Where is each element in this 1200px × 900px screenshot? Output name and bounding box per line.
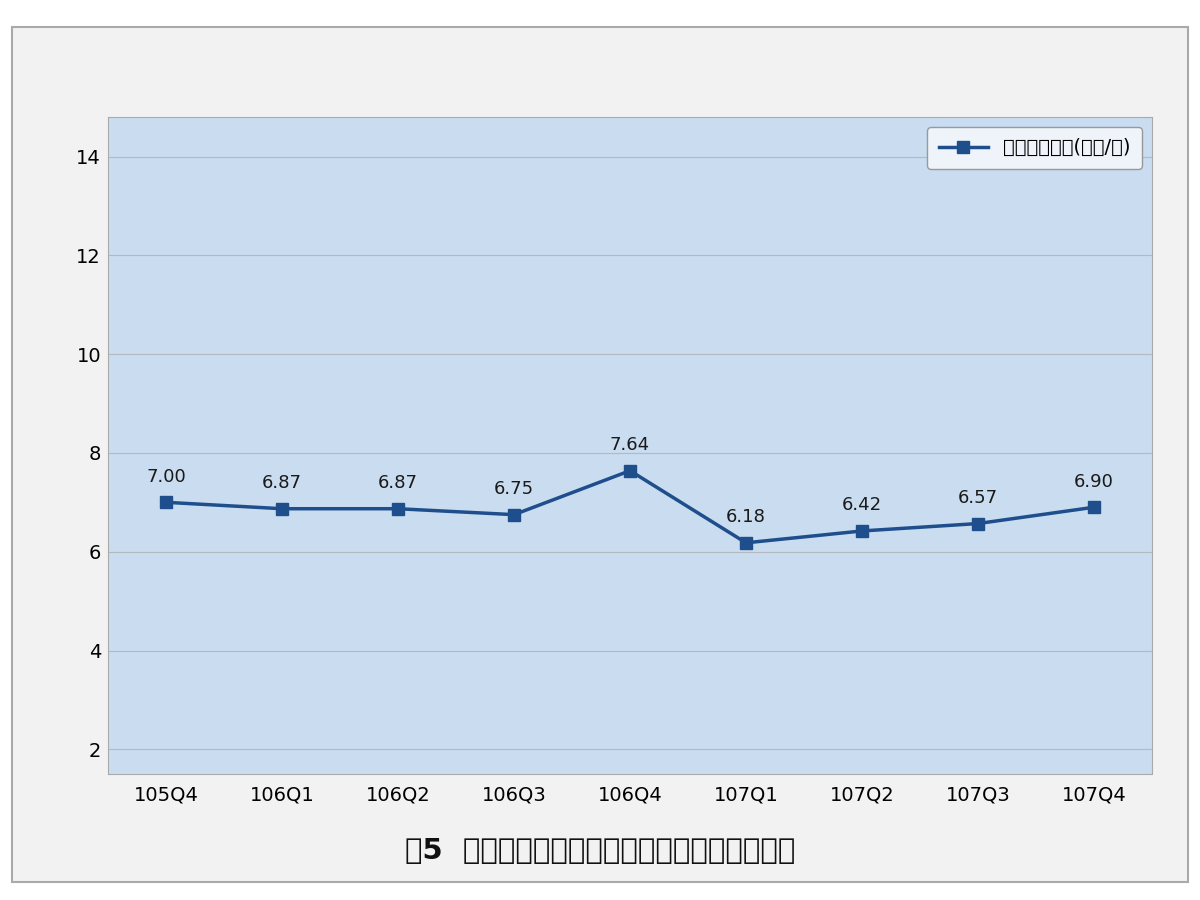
Text: 6.90: 6.90	[1074, 472, 1114, 490]
Text: 6.87: 6.87	[378, 474, 418, 492]
Text: 6.87: 6.87	[262, 474, 302, 492]
Legend: 土地成交均僷(萬元/坪): 土地成交均僷(萬元/坪)	[928, 127, 1142, 169]
Text: 7.64: 7.64	[610, 436, 650, 454]
Text: 7.00: 7.00	[146, 468, 186, 486]
Text: 6.18: 6.18	[726, 508, 766, 526]
Text: 嘷5  航空城特定區計畫內整體土地交易均僷走勢: 嘷5 航空城特定區計畫內整體土地交易均僷走勢	[404, 836, 796, 865]
Text: 6.57: 6.57	[958, 489, 998, 507]
Text: 6.42: 6.42	[842, 496, 882, 514]
Text: 6.75: 6.75	[494, 480, 534, 498]
